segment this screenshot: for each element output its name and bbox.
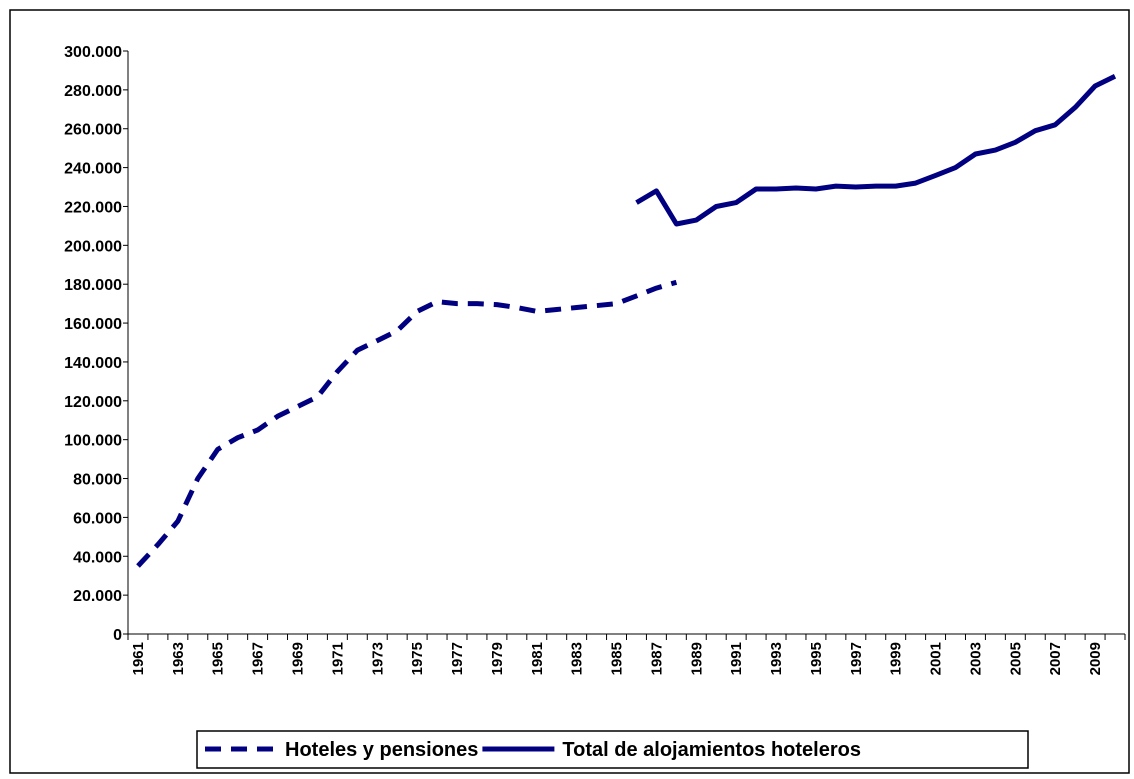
y-tick-label: 160.000 xyxy=(64,316,122,333)
x-tick-label: 1997 xyxy=(848,642,865,675)
y-tick-label: 60.000 xyxy=(73,510,122,527)
y-tick-label: 200.000 xyxy=(64,238,122,255)
x-tick-label: 1983 xyxy=(569,642,586,675)
legend-label: Total de alojamientos hoteleros xyxy=(562,739,861,761)
x-tick-label: 1967 xyxy=(250,642,267,675)
x-tick-label: 2001 xyxy=(928,642,945,675)
x-tick-label: 1985 xyxy=(609,642,626,675)
x-tick-label: 1973 xyxy=(369,642,386,675)
x-tick-label: 1961 xyxy=(130,642,147,675)
y-tick-label: 20.000 xyxy=(73,588,122,605)
x-tick-label: 1969 xyxy=(289,642,306,675)
y-tick-label: 260.000 xyxy=(64,122,122,139)
line-series xyxy=(635,74,1117,227)
x-tick-label: 1975 xyxy=(409,642,426,675)
x-tick-label: 1999 xyxy=(888,642,905,675)
x-tick-label: 1971 xyxy=(329,642,346,675)
y-tick-label: 300.000 xyxy=(64,44,122,61)
y-tick-label: 120.000 xyxy=(64,394,122,411)
chart-frame xyxy=(9,9,1130,774)
y-tick-label: 100.000 xyxy=(64,433,122,450)
x-tick-label: 1965 xyxy=(210,642,227,675)
y-tick-label: 220.000 xyxy=(64,199,122,216)
x-tick-label: 1987 xyxy=(648,642,665,675)
x-tick-label: 2009 xyxy=(1087,642,1104,675)
x-tick-label: 1991 xyxy=(728,642,745,675)
legend-label: Hoteles y pensiones xyxy=(285,739,478,761)
line-series xyxy=(136,279,678,568)
legend: Hoteles y pensiones Total de alojamientos… xyxy=(196,730,1029,769)
y-tick-label: 80.000 xyxy=(73,472,122,489)
legend-box xyxy=(196,730,1029,769)
x-tick-label: 1993 xyxy=(768,642,785,675)
x-tick-label: 1963 xyxy=(170,642,187,675)
y-tick-label: 180.000 xyxy=(64,277,122,294)
x-tick-label: 2005 xyxy=(1007,642,1024,675)
y-tick-label: 280.000 xyxy=(64,83,122,100)
x-tick-label: 1995 xyxy=(808,642,825,675)
y-tick-label: 240.000 xyxy=(64,161,122,178)
x-tick-label: 2007 xyxy=(1047,642,1064,675)
y-tick-label: 0 xyxy=(113,627,122,644)
x-tick-label: 1981 xyxy=(529,642,546,675)
x-tick-label: 1977 xyxy=(449,642,466,675)
x-tick-label: 1979 xyxy=(489,642,506,675)
y-tick-label: 140.000 xyxy=(64,355,122,372)
x-tick-label: 1989 xyxy=(688,642,705,675)
x-tick-label: 2003 xyxy=(967,642,984,675)
y-tick-label: 40.000 xyxy=(73,549,122,566)
